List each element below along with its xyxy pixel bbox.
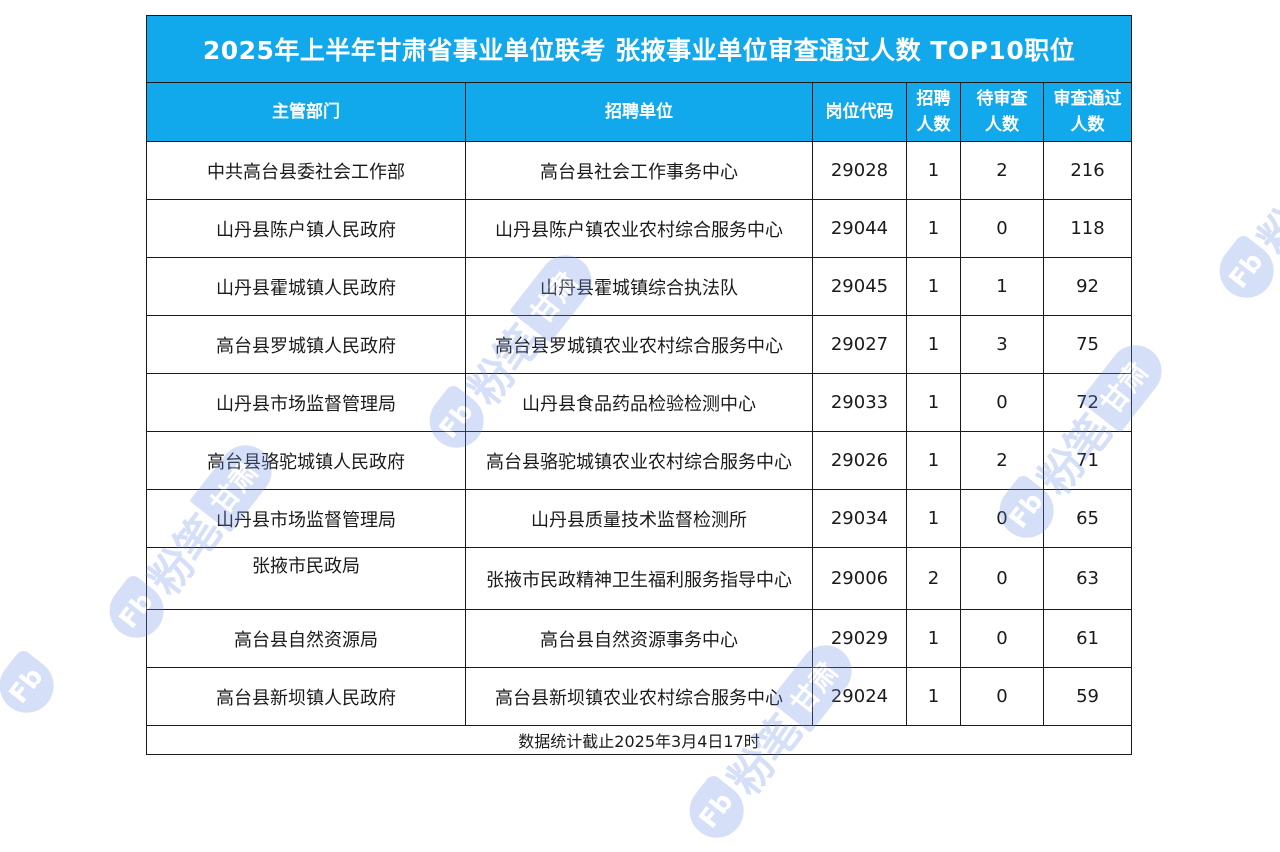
cell-unit: 高台县骆驼城镇农业农村综合服务中心 [465,431,813,490]
fenbi-logo-icon: Fb [1208,232,1280,309]
cell-passed: 71 [1042,431,1133,490]
cell-pending: 2 [960,431,1044,490]
cell-code: 29026 [812,431,907,490]
cell-department: 张掖市民政局 [146,547,466,610]
cell-passed: 92 [1042,257,1133,316]
cell-pending: 0 [960,489,1044,548]
table-row: 山丹县霍城镇人民政府 山丹县霍城镇综合执法队 29045 1 1 92 [146,257,1133,316]
column-header-department: 主管部门 [146,82,466,142]
table-row: 山丹县市场监督管理局 山丹县食品药品检验检测中心 29033 1 0 72 [146,373,1133,432]
table-row: 高台县骆驼城镇人民政府 高台县骆驼城镇农业农村综合服务中心 29026 1 2 … [146,431,1133,490]
cell-pending: 1 [960,257,1044,316]
column-header-pending-line1: 待审查 [976,89,1028,109]
cell-code: 29045 [812,257,907,316]
cell-code: 29033 [812,373,907,432]
cell-recruit: 1 [906,141,961,200]
cell-pending: 0 [960,547,1044,610]
cell-unit: 山丹县食品药品检验检测中心 [465,373,813,432]
cell-passed: 72 [1042,373,1133,432]
cell-unit: 高台县社会工作事务中心 [465,141,813,200]
cell-pending: 0 [960,373,1044,432]
cell-passed: 61 [1042,609,1133,668]
footer-row: 数据统计截止2025年3月4日17时 [145,725,1133,755]
table-row: 山丹县陈户镇人民政府 山丹县陈户镇农业农村综合服务中心 29044 1 0 11… [146,199,1133,258]
fenbi-logo-icon: Fb [678,772,755,849]
fenbi-logo-icon: Fb [0,647,65,724]
cell-code: 29006 [812,547,907,610]
cell-recruit: 1 [906,199,961,258]
cell-passed: 63 [1042,547,1133,610]
cell-passed: 59 [1042,667,1133,726]
data-cutoff-note: 数据统计截止2025年3月4日17时 [145,725,1133,755]
cell-passed: 216 [1042,141,1133,200]
table-title: 2025年上半年甘肃省事业单位联考 张掖事业单位审查通过人数 TOP10职位 [145,15,1133,83]
cell-recruit: 1 [906,315,961,374]
header-row: 主管部门 招聘单位 岗位代码 招聘 人数 待审查 人数 审查通过 人数 [146,82,1133,142]
cell-passed: 118 [1042,199,1133,258]
column-header-passed: 审查通过 人数 [1042,82,1133,142]
column-header-unit: 招聘单位 [465,82,813,142]
table-row: 山丹县市场监督管理局 山丹县质量技术监督检测所 29034 1 0 65 [146,489,1133,548]
cell-recruit: 1 [906,373,961,432]
cell-code: 29028 [812,141,907,200]
cell-department: 山丹县市场监督管理局 [146,489,466,548]
watermark-brand: 粉笔 [1249,167,1280,265]
cell-unit: 高台县罗城镇农业农村综合服务中心 [465,315,813,374]
column-header-recruit-line1: 招聘 [916,89,951,109]
cell-recruit: 1 [906,489,961,548]
cell-passed: 75 [1042,315,1133,374]
table-row: 中共高台县委社会工作部 高台县社会工作事务中心 29028 1 2 216 [146,141,1133,200]
cell-department: 中共高台县委社会工作部 [146,141,466,200]
cell-recruit: 1 [906,667,961,726]
cell-recruit: 1 [906,431,961,490]
cell-department: 山丹县市场监督管理局 [146,373,466,432]
cell-unit: 张掖市民政精神卫生福利服务指导中心 [465,547,813,610]
cell-unit: 山丹县霍城镇综合执法队 [465,257,813,316]
cell-recruit: 1 [906,257,961,316]
cell-department: 山丹县陈户镇人民政府 [146,199,466,258]
table-row: 高台县新坝镇人民政府 高台县新坝镇农业农村综合服务中心 29024 1 0 59 [146,667,1133,726]
cell-pending: 2 [960,141,1044,200]
column-header-recruit-line2: 人数 [916,115,951,135]
column-header-code: 岗位代码 [812,82,907,142]
cell-department: 山丹县霍城镇人民政府 [146,257,466,316]
cell-passed: 65 [1042,489,1133,548]
cell-pending: 0 [960,667,1044,726]
cell-code: 29027 [812,315,907,374]
title-row: 2025年上半年甘肃省事业单位联考 张掖事业单位审查通过人数 TOP10职位 [145,15,1133,83]
top10-positions-table: 2025年上半年甘肃省事业单位联考 张掖事业单位审查通过人数 TOP10职位 主… [145,15,1133,755]
cell-code: 29024 [812,667,907,726]
cell-code: 29044 [812,199,907,258]
column-header-recruit: 招聘 人数 [906,82,961,142]
table-row: 高台县罗城镇人民政府 高台县罗城镇农业农村综合服务中心 29027 1 3 75 [146,315,1133,374]
cell-department: 高台县骆驼城镇人民政府 [146,431,466,490]
cell-code: 29029 [812,609,907,668]
cell-pending: 3 [960,315,1044,374]
cell-unit: 山丹县陈户镇农业农村综合服务中心 [465,199,813,258]
column-header-pending: 待审查 人数 [960,82,1044,142]
watermark: Fb [0,647,65,724]
table-row: 高台县自然资源局 高台县自然资源事务中心 29029 1 0 61 [146,609,1133,668]
column-header-passed-line1: 审查通过 [1053,89,1122,109]
cell-pending: 0 [960,609,1044,668]
cell-unit: 高台县新坝镇农业农村综合服务中心 [465,667,813,726]
cell-pending: 0 [960,199,1044,258]
cell-code: 29034 [812,489,907,548]
table-row: 张掖市民政局 张掖市民政精神卫生福利服务指导中心 29006 2 0 63 [146,547,1133,610]
cell-department: 高台县自然资源局 [146,609,466,668]
cell-department: 高台县罗城镇人民政府 [146,315,466,374]
cell-unit: 高台县自然资源事务中心 [465,609,813,668]
column-header-passed-line2: 人数 [1070,115,1105,135]
cell-department: 高台县新坝镇人民政府 [146,667,466,726]
watermark: Fb 粉笔 甘肃 [1205,91,1280,312]
cell-recruit: 1 [906,609,961,668]
column-header-pending-line2: 人数 [985,115,1019,135]
cell-recruit: 2 [906,547,961,610]
cell-unit: 山丹县质量技术监督检测所 [465,489,813,548]
